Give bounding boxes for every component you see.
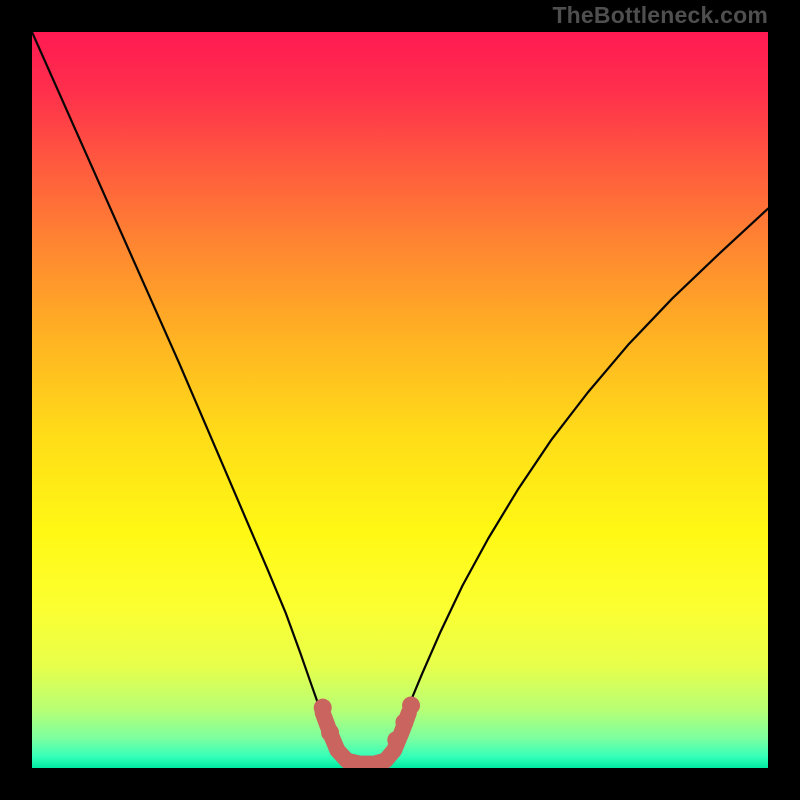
watermark-text: TheBottleneck.com — [552, 2, 768, 29]
valley-dot-0 — [314, 699, 332, 717]
curves-svg — [32, 32, 768, 768]
chart-stage: TheBottleneck.com — [0, 0, 800, 800]
valley-dot-1 — [321, 724, 339, 742]
valley-dot-4 — [402, 696, 420, 714]
curve-left-branch — [32, 32, 328, 731]
valley-dot-3 — [395, 713, 413, 731]
plot-area — [32, 32, 768, 768]
curve-right-branch — [399, 209, 768, 732]
valley-dot-2 — [387, 731, 405, 749]
